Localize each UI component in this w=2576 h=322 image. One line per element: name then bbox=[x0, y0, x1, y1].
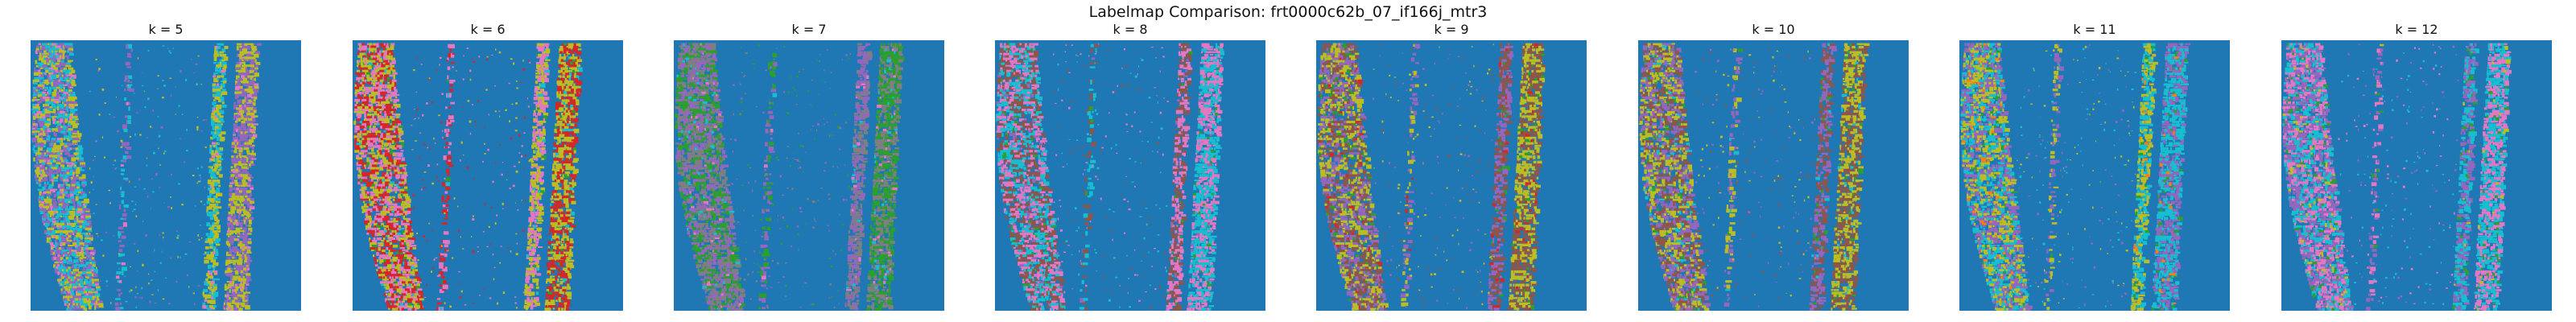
panel-title: k = 5 bbox=[29, 22, 303, 38]
cluster-pixels bbox=[1638, 43, 1870, 311]
labelmap-image bbox=[353, 40, 623, 311]
labelmap-panel: k = 12 bbox=[2280, 22, 2553, 314]
cluster-pixels bbox=[1960, 43, 2191, 311]
cluster-pixels bbox=[675, 43, 905, 311]
cluster-pixels bbox=[996, 43, 1225, 311]
panel-title: k = 12 bbox=[2280, 22, 2553, 38]
labelmap-panel: k = 9 bbox=[1315, 22, 1588, 314]
labelmap-panel: k = 11 bbox=[1958, 22, 2231, 314]
panel-title: k = 6 bbox=[351, 22, 625, 38]
panel-title: k = 10 bbox=[1637, 22, 1910, 38]
labelmap-image bbox=[995, 40, 1265, 311]
labelmap-image bbox=[674, 40, 944, 311]
figure-title: Labelmap Comparison: frt0000c62b_07_if16… bbox=[0, 2, 2576, 23]
labelmap-panel: k = 5 bbox=[29, 22, 303, 314]
labelmap-panel: k = 8 bbox=[993, 22, 1267, 314]
labelmap-panel: k = 6 bbox=[351, 22, 625, 314]
panel-title: k = 7 bbox=[672, 22, 946, 38]
labelmap-panel: k = 7 bbox=[672, 22, 946, 314]
labelmap-panel: k = 10 bbox=[1637, 22, 1910, 314]
panel-title: k = 8 bbox=[993, 22, 1267, 38]
labelmap-image bbox=[2281, 40, 2552, 311]
labelmap-image bbox=[1638, 40, 1909, 311]
cluster-pixels bbox=[1317, 43, 1546, 311]
labelmap-image bbox=[1316, 40, 1587, 311]
panel-title: k = 11 bbox=[1958, 22, 2231, 38]
labelmap-image bbox=[31, 40, 301, 311]
labelmap-image bbox=[1959, 40, 2230, 311]
cluster-pixels bbox=[353, 43, 583, 311]
cluster-pixels bbox=[2282, 43, 2512, 311]
panel-title: k = 9 bbox=[1315, 22, 1588, 38]
cluster-pixels bbox=[31, 43, 262, 311]
